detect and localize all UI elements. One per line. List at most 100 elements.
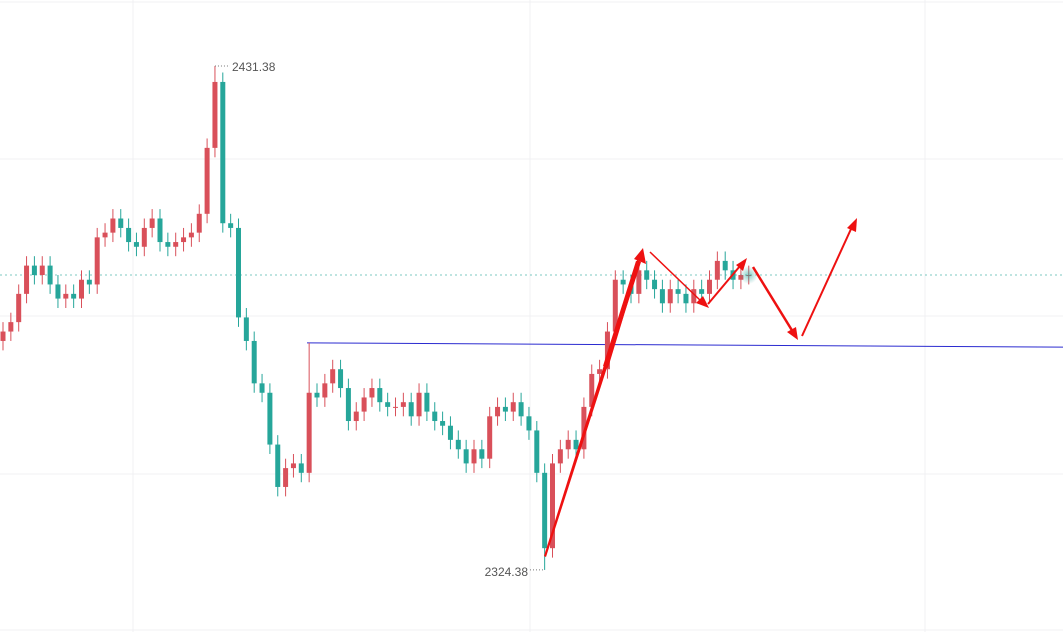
candle-body bbox=[369, 388, 375, 398]
arrow-shaft bbox=[751, 266, 795, 333]
candle-body bbox=[612, 279, 618, 332]
candle-body bbox=[440, 421, 446, 426]
arrow-shaft bbox=[707, 265, 741, 305]
candle-body bbox=[141, 227, 147, 247]
candle-body bbox=[196, 213, 202, 233]
candle-body bbox=[463, 449, 469, 464]
level-line bbox=[306, 342, 1063, 348]
candle-body bbox=[377, 388, 383, 403]
candle-body bbox=[24, 265, 30, 294]
candle-body bbox=[581, 406, 587, 450]
high-label: 2431.38 bbox=[232, 60, 276, 74]
candle-body bbox=[487, 416, 493, 459]
candle-body bbox=[400, 402, 406, 407]
candle-body bbox=[345, 388, 351, 422]
candle-body bbox=[557, 449, 563, 464]
candle-body bbox=[71, 293, 77, 299]
candle-body bbox=[620, 279, 626, 285]
candle-body bbox=[110, 218, 116, 233]
candle-body bbox=[479, 449, 485, 459]
candle-body bbox=[251, 340, 257, 384]
candle-body bbox=[636, 270, 642, 294]
candle-body bbox=[212, 81, 218, 148]
candle-body bbox=[16, 293, 22, 323]
candle-body bbox=[94, 237, 100, 285]
candle-body bbox=[243, 317, 249, 341]
candle-body bbox=[47, 265, 53, 285]
arrow-head bbox=[696, 296, 709, 308]
candle-body bbox=[165, 242, 171, 247]
candle-body bbox=[118, 218, 124, 228]
candle-body bbox=[236, 227, 241, 318]
candle-body bbox=[714, 260, 720, 280]
candle-body bbox=[55, 284, 61, 299]
candle-body bbox=[275, 444, 281, 487]
candle-body bbox=[432, 411, 438, 422]
candle-body bbox=[220, 81, 226, 224]
candle-body bbox=[699, 289, 705, 294]
candle-body bbox=[675, 289, 681, 294]
candle-body bbox=[306, 392, 312, 473]
candle-body bbox=[589, 373, 595, 407]
candle-body bbox=[353, 411, 359, 422]
candle-body bbox=[157, 218, 163, 243]
candle-body bbox=[314, 392, 320, 398]
candle-body bbox=[447, 425, 453, 440]
candle-body bbox=[597, 369, 603, 374]
candles bbox=[0, 65, 1063, 571]
candle-body bbox=[86, 279, 92, 285]
candle-body bbox=[424, 392, 430, 412]
candle-body bbox=[361, 397, 367, 412]
candle-body bbox=[133, 242, 139, 247]
candle-body bbox=[31, 265, 37, 276]
candle-body bbox=[79, 279, 84, 299]
candle-body bbox=[149, 218, 155, 228]
candle-body bbox=[455, 439, 461, 450]
candle-body bbox=[722, 260, 728, 271]
arrow-head bbox=[787, 327, 798, 340]
candle-body bbox=[659, 289, 665, 304]
candle-body bbox=[683, 293, 689, 304]
arrow-head bbox=[736, 258, 747, 271]
candle-body bbox=[0, 331, 6, 341]
candle-body bbox=[565, 439, 571, 450]
low-label: 2324.38 bbox=[485, 565, 529, 579]
candle-body bbox=[8, 322, 14, 332]
candle-body bbox=[495, 406, 501, 417]
candle-body bbox=[510, 402, 516, 412]
arrow-head bbox=[847, 218, 857, 232]
candle-body bbox=[573, 439, 579, 450]
candle-body bbox=[416, 392, 422, 417]
arrow-shaft bbox=[649, 251, 703, 303]
candle-body bbox=[290, 463, 296, 469]
candle-body bbox=[408, 402, 414, 417]
arrow-head bbox=[634, 248, 646, 264]
candle-body bbox=[173, 242, 179, 247]
candle-body bbox=[330, 369, 336, 384]
candle-body bbox=[338, 369, 344, 389]
candle-body bbox=[502, 406, 508, 412]
candle-body bbox=[126, 227, 132, 243]
candle-body bbox=[181, 237, 187, 243]
candle-body bbox=[259, 383, 265, 393]
candle-body bbox=[518, 402, 524, 417]
candle-body bbox=[471, 449, 477, 464]
candle-body bbox=[267, 392, 273, 445]
candle-body bbox=[604, 331, 610, 370]
candle-body bbox=[707, 279, 712, 294]
candle-body bbox=[691, 289, 697, 304]
candle-body bbox=[652, 279, 658, 290]
candle-body bbox=[393, 406, 398, 408]
arrow-shaft bbox=[801, 228, 852, 337]
candle-body bbox=[385, 402, 391, 407]
candle-body bbox=[542, 472, 548, 549]
candle-body bbox=[550, 463, 555, 549]
candle-body bbox=[298, 463, 304, 473]
candle-body bbox=[204, 147, 210, 214]
candle-body bbox=[667, 289, 673, 304]
candle-body bbox=[526, 416, 532, 431]
candle-body bbox=[102, 232, 108, 238]
candle-body bbox=[534, 430, 540, 473]
